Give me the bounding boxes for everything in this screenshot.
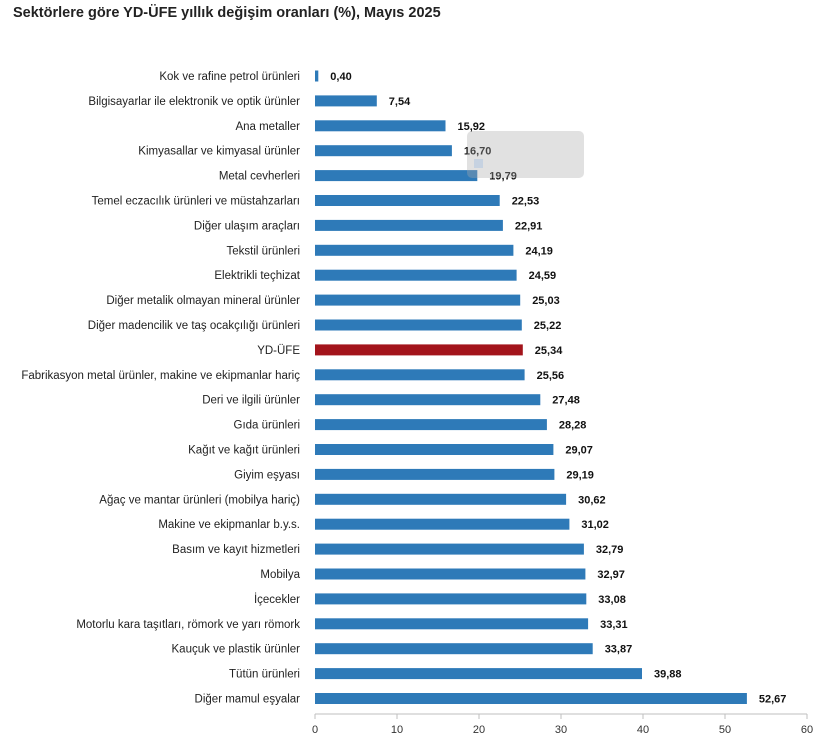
x-tick-label: 40 (637, 724, 649, 736)
value-label: 31,02 (581, 519, 609, 531)
category-label: Deri ve ilgili ürünler (202, 395, 300, 407)
bar (315, 145, 452, 157)
category-label: YD-ÜFE (257, 345, 300, 357)
value-label: 32,79 (596, 544, 624, 556)
bars-group (315, 70, 747, 704)
category-label: Fabrikasyon metal ürünler, makine ve eki… (21, 370, 300, 382)
bar (315, 170, 478, 182)
category-label: Temel eczacılık ürünleri ve müstahzarlar… (92, 196, 300, 208)
category-labels-group: Kok ve rafine petrol ürünleri Bilgisayarl… (21, 71, 300, 706)
bar (315, 244, 514, 256)
tooltip (467, 131, 584, 178)
bar (315, 444, 554, 455)
value-label: 39,88 (654, 669, 682, 681)
x-tick-label: 10 (391, 724, 403, 736)
value-label: 19,79 (489, 171, 517, 183)
bar (315, 693, 747, 704)
x-tick-label: 30 (555, 724, 567, 736)
category-label: Metal cevherleri (219, 171, 300, 183)
value-label: 25,22 (534, 320, 562, 332)
category-label: Giyim eşyası (234, 469, 300, 481)
bar (315, 568, 586, 580)
bar-highlight (315, 344, 523, 356)
bar (315, 219, 503, 231)
value-label: 29,07 (565, 445, 593, 457)
x-tick-label: 60 (801, 724, 813, 736)
bar (315, 120, 446, 132)
category-label: Diğer metalik olmayan mineral ürünler (106, 295, 300, 307)
value-label: 16,70 (464, 146, 492, 158)
value-label: 24,59 (529, 270, 557, 282)
category-label: Kağıt ve kağıt ürünleri (188, 445, 300, 457)
value-label: 7,54 (389, 96, 411, 108)
chart-title: Sektörlere göre YD-ÜFE yıllık değişim or… (13, 5, 441, 21)
bar (315, 95, 377, 107)
x-axis: 0 10 20 30 40 50 60 (312, 713, 813, 736)
category-label: Diğer madencilik ve taş ocakçılığı ürünl… (88, 320, 300, 332)
bar (315, 468, 555, 480)
category-label: Diğer ulaşım araçları (194, 220, 300, 232)
value-label: 28,28 (559, 420, 587, 432)
x-tick-label: 20 (473, 724, 485, 736)
value-label: 33,87 (605, 644, 633, 656)
value-label: 25,56 (537, 370, 565, 382)
value-label: 52,67 (759, 694, 787, 706)
value-label: 30,62 (578, 494, 606, 506)
category-label: Tekstil ürünleri (227, 245, 301, 257)
bar (315, 70, 319, 82)
bar (315, 643, 593, 655)
value-label: 22,53 (512, 196, 540, 208)
bar (315, 518, 570, 530)
value-label: 29,19 (566, 469, 594, 481)
category-label: Ağaç ve mantar ürünleri (mobilya hariç) (99, 494, 300, 506)
category-label: Kimyasallar ve kimyasal ürünler (138, 146, 300, 158)
tooltip-swatch (474, 159, 483, 168)
category-label: Kok ve rafine petrol ürünleri (159, 71, 300, 83)
value-label: 0,40 (330, 71, 351, 83)
x-tick-label: 0 (312, 724, 318, 736)
bar (315, 618, 589, 630)
value-label: 25,03 (532, 295, 560, 307)
value-labels-group: 0,40 7,54 15,92 16,70 19,79 22,53 22,91 24,19 24… (330, 71, 786, 706)
category-label: Motorlu kara taşıtları, römork ve yarı r… (76, 619, 300, 631)
value-label: 22,91 (515, 220, 543, 232)
category-label: Tütün ürünleri (229, 669, 300, 681)
category-label: Diğer mamul eşyalar (195, 694, 301, 706)
bar (315, 294, 521, 306)
category-label: Makine ve ekipmanlar b.y.s. (158, 519, 300, 531)
bar (315, 319, 522, 331)
value-label: 15,92 (458, 121, 486, 133)
category-label: İçecekler (254, 593, 300, 606)
bar (315, 394, 541, 406)
value-label: 33,08 (598, 594, 626, 606)
category-label: Ana metaller (235, 121, 300, 133)
category-label: Kauçuk ve plastik ürünler (172, 644, 301, 656)
bar (315, 543, 584, 555)
category-label: Bilgisayarlar ile elektronik ve optik ür… (88, 96, 300, 108)
bar (315, 668, 642, 680)
x-tick-label: 50 (719, 724, 731, 736)
category-label: Mobilya (260, 569, 300, 581)
category-label: Elektrikli teçhizat (214, 270, 300, 282)
bar (315, 369, 525, 381)
category-label: Basım ve kayıt hizmetleri (172, 544, 300, 556)
bar (315, 593, 587, 605)
value-label: 25,34 (535, 345, 563, 357)
value-label: 24,19 (525, 245, 553, 257)
value-label: 33,31 (600, 619, 628, 631)
bar (315, 269, 517, 281)
value-label: 27,48 (552, 395, 580, 407)
category-label: Gıda ürünleri (234, 420, 300, 432)
bar (315, 493, 567, 505)
bar (315, 195, 500, 206)
bar (315, 419, 547, 431)
value-label: 32,97 (597, 569, 625, 581)
